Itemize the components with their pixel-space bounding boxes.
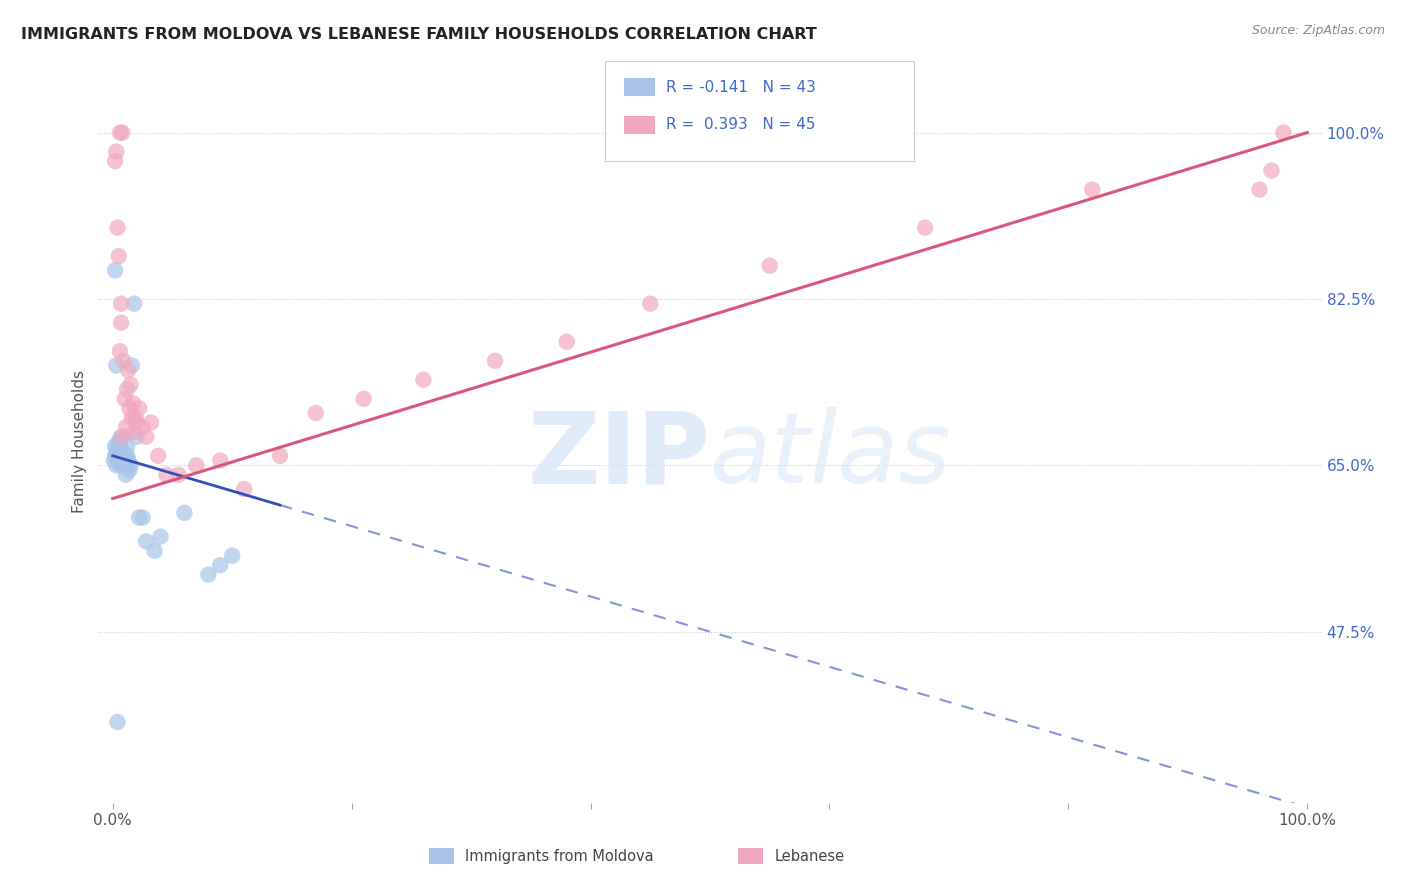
- Point: [120, 377, 142, 392]
- Point: [114, 449, 136, 463]
- Point: [108, 344, 131, 359]
- Point: [122, 425, 145, 439]
- Point: [103, 453, 125, 467]
- Point: [108, 453, 131, 467]
- Text: R =  0.393   N = 45: R = 0.393 N = 45: [666, 118, 815, 132]
- Point: [117, 363, 139, 377]
- Point: [110, 458, 132, 473]
- Point: [221, 549, 243, 563]
- Point: [107, 439, 129, 453]
- Point: [115, 420, 138, 434]
- Point: [640, 296, 662, 310]
- Point: [112, 449, 135, 463]
- Point: [209, 453, 232, 467]
- Point: [107, 714, 129, 729]
- Point: [105, 458, 128, 473]
- Point: [107, 449, 129, 463]
- Text: Immigrants from Moldova: Immigrants from Moldova: [465, 849, 654, 863]
- Point: [197, 567, 219, 582]
- Point: [108, 434, 131, 449]
- Point: [122, 396, 145, 410]
- Point: [110, 296, 132, 310]
- Point: [104, 439, 127, 453]
- Point: [1272, 126, 1295, 140]
- Point: [1081, 183, 1104, 197]
- Point: [105, 359, 128, 373]
- Point: [107, 444, 129, 458]
- Point: [1260, 163, 1282, 178]
- Point: [139, 416, 162, 430]
- Point: [131, 510, 153, 524]
- Point: [758, 259, 780, 273]
- Point: [167, 467, 190, 482]
- Text: atlas: atlas: [710, 408, 952, 505]
- Point: [112, 353, 135, 368]
- Point: [186, 458, 208, 473]
- Point: [108, 444, 131, 458]
- Point: [353, 392, 375, 406]
- Point: [412, 373, 434, 387]
- Point: [115, 449, 138, 463]
- Text: ZIP: ZIP: [527, 408, 710, 505]
- Point: [105, 449, 128, 463]
- Point: [124, 410, 146, 425]
- Text: R = -0.141   N = 43: R = -0.141 N = 43: [666, 80, 817, 95]
- Point: [146, 449, 169, 463]
- Point: [118, 463, 141, 477]
- Point: [115, 382, 138, 396]
- Point: [114, 392, 136, 406]
- Point: [128, 510, 150, 524]
- Point: [131, 420, 153, 434]
- Point: [233, 482, 256, 496]
- Point: [105, 145, 128, 159]
- Point: [111, 430, 134, 444]
- Text: IMMIGRANTS FROM MOLDOVA VS LEBANESE FAMILY HOUSEHOLDS CORRELATION CHART: IMMIGRANTS FROM MOLDOVA VS LEBANESE FAMI…: [21, 27, 817, 42]
- Point: [149, 530, 172, 544]
- Text: Source: ZipAtlas.com: Source: ZipAtlas.com: [1251, 24, 1385, 37]
- Point: [115, 467, 138, 482]
- Point: [305, 406, 328, 420]
- Point: [269, 449, 291, 463]
- Point: [121, 410, 143, 425]
- Y-axis label: Family Households: Family Households: [72, 370, 87, 513]
- Point: [111, 126, 134, 140]
- Point: [125, 430, 148, 444]
- Point: [120, 458, 142, 473]
- Point: [1249, 183, 1271, 197]
- Point: [117, 453, 139, 467]
- Point: [122, 296, 145, 310]
- Point: [104, 449, 127, 463]
- Point: [114, 458, 136, 473]
- Point: [110, 316, 132, 330]
- Point: [555, 334, 578, 349]
- Point: [108, 126, 131, 140]
- Point: [115, 439, 138, 453]
- Point: [111, 453, 134, 467]
- Point: [128, 401, 150, 416]
- Point: [104, 154, 127, 169]
- Point: [125, 416, 148, 430]
- Point: [135, 430, 157, 444]
- Point: [110, 430, 132, 444]
- Point: [155, 467, 177, 482]
- Point: [107, 249, 129, 263]
- Point: [173, 506, 195, 520]
- Point: [111, 444, 134, 458]
- Point: [484, 353, 506, 368]
- Point: [143, 544, 166, 558]
- Point: [104, 263, 127, 277]
- Point: [914, 220, 936, 235]
- Point: [121, 359, 143, 373]
- Text: Lebanese: Lebanese: [775, 849, 845, 863]
- Point: [112, 458, 135, 473]
- Point: [209, 558, 232, 573]
- Point: [115, 458, 138, 473]
- Point: [107, 220, 129, 235]
- Point: [135, 534, 157, 549]
- Point: [110, 449, 132, 463]
- Point: [107, 434, 129, 449]
- Point: [118, 401, 141, 416]
